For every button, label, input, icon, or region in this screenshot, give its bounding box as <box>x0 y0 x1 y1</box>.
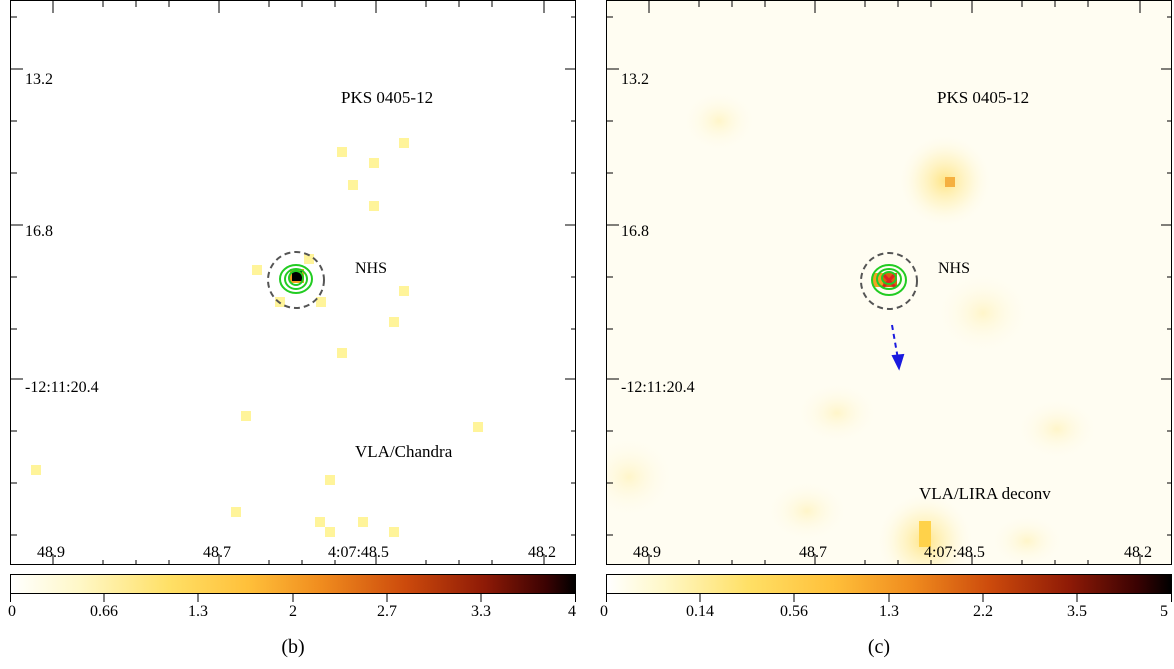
ra-tick-label: 48.2 <box>1124 544 1152 561</box>
image-c <box>607 1 1171 564</box>
ra-tick-label: 48.7 <box>799 544 827 561</box>
ra-tick-label: 4:07:48.5 <box>328 544 389 561</box>
panel-caption: (c) <box>867 636 891 658</box>
instrument-label: VLA/Chandra <box>355 442 453 461</box>
dec-tick-label: -12:11:20.4 <box>621 379 695 396</box>
image-b <box>11 1 575 564</box>
colorbar-tick-label: 0 <box>8 603 16 620</box>
colorbar-ticks-c <box>606 594 1172 602</box>
colorbar-tick-label: 5 <box>1160 603 1168 620</box>
colorbar-tick-label: 0.56 <box>780 603 808 620</box>
colorbar-tick-label: 3.3 <box>471 603 491 620</box>
panel-c: 13.2 16.8 -12:11:20.4 48.9 48.7 4:07:48.… <box>596 0 1174 669</box>
source-label: PKS 0405-12 <box>341 88 434 107</box>
radio-contours-c <box>871 264 907 296</box>
dec-tick-label: 13.2 <box>621 71 649 88</box>
colorbar-tick-label: 0 <box>600 603 608 620</box>
dec-tick-label: 13.2 <box>25 71 53 88</box>
radio-contours-b <box>279 264 313 294</box>
panel-b: 13.2 16.8 -12:11:20.4 48.9 48.7 4:07:48.… <box>0 0 578 669</box>
extraction-region-c <box>860 252 918 310</box>
colorbar-tick-label: 0.66 <box>90 603 118 620</box>
extraction-region-b <box>267 251 325 309</box>
ra-tick-label: 48.2 <box>528 544 556 561</box>
photon-pixels-b <box>31 138 483 537</box>
dec-tick-label: 16.8 <box>25 223 53 240</box>
colorbar-tick-label: 2.7 <box>377 603 397 620</box>
ra-tick-label: 48.9 <box>633 544 661 561</box>
core-marker-c <box>881 272 897 289</box>
deconv-emission-c <box>607 91 1097 564</box>
colorbar-tick-label: 1.3 <box>188 603 208 620</box>
instrument-label: VLA/LIRA deconv <box>919 484 1051 503</box>
ra-tick-label: 48.7 <box>203 544 231 561</box>
colorbar-c <box>606 574 1172 594</box>
dec-tick-label: -12:11:20.4 <box>25 379 99 396</box>
colorbar-ticks-b <box>10 594 576 602</box>
dec-tick-label: 16.8 <box>621 223 649 240</box>
image-frame-c: 13.2 16.8 -12:11:20.4 48.9 48.7 4:07:48.… <box>606 0 1172 565</box>
colorbar-tick-label: 4 <box>568 603 576 620</box>
ra-tick-label: 48.9 <box>37 544 65 561</box>
colorbar-tick-label: 1.3 <box>879 603 899 620</box>
ra-tick-label: 4:07:48.5 <box>924 544 985 561</box>
source-label: PKS 0405-12 <box>937 88 1030 107</box>
colorbar-b <box>10 574 576 594</box>
colorbar-tick-label: 3.5 <box>1067 603 1087 620</box>
image-frame-b: 13.2 16.8 -12:11:20.4 48.9 48.7 4:07:48.… <box>10 0 576 565</box>
panel-caption: (b) <box>281 636 305 658</box>
colorbar-tick-label: 2.2 <box>973 603 993 620</box>
colorbar-tick-label: 0.14 <box>686 603 714 620</box>
tick-marks-b <box>11 1 575 564</box>
proper-motion-arrow <box>891 324 905 371</box>
tick-marks-c <box>607 1 1171 564</box>
component-label: NHS <box>938 260 971 277</box>
component-label: NHS <box>355 260 388 277</box>
colorbar-tick-label: 2 <box>289 603 297 620</box>
